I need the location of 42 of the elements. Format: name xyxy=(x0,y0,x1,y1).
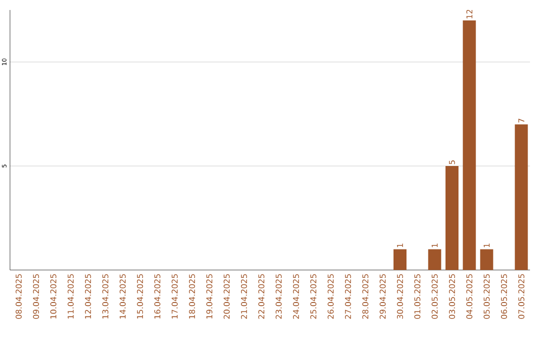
bar xyxy=(446,166,459,270)
x-tick-label: 16.04.2025 xyxy=(154,274,160,318)
x-tick-label: 17.04.2025 xyxy=(172,274,178,318)
data-label: 1 xyxy=(484,244,490,248)
data-label: 12 xyxy=(466,10,472,18)
x-tick-label: 10.04.2025 xyxy=(50,274,56,318)
bar xyxy=(480,249,494,270)
x-tick-label: 04.05.2025 xyxy=(466,274,472,319)
x-tick-label: 19.04.2025 xyxy=(206,274,212,318)
bar xyxy=(428,249,442,270)
x-tick-label: 22.04.2025 xyxy=(258,274,264,319)
x-tick-label: 07.05.2025 xyxy=(518,274,524,319)
x-tick-label: 24.04.2025 xyxy=(292,274,300,319)
x-tick-label: 30.04.2025 xyxy=(396,274,404,319)
x-tick-label: 03.05.2025 xyxy=(448,274,456,319)
x-tick-label: 20.04.2025 xyxy=(224,274,230,319)
bar xyxy=(462,20,476,270)
data-label: 5 xyxy=(449,160,455,164)
x-tick-label: 06.05.2025 xyxy=(500,274,508,319)
x-tick-label: 08.04.2025 xyxy=(16,274,22,319)
x-tick-label: 12.04.2025 xyxy=(84,274,92,318)
x-tick-label: 02.05.2025 xyxy=(432,274,438,319)
x-tick-label: 14.04.2025 xyxy=(120,274,126,318)
x-tick-label: 27.04.2025 xyxy=(344,274,352,319)
data-label: 1 xyxy=(397,244,403,248)
data-label: 1 xyxy=(432,244,438,248)
x-tick-label: 13.04.2025 xyxy=(102,274,108,318)
x-tick-label: 09.04.2025 xyxy=(32,274,40,319)
x-tick-label: 18.04.2025 xyxy=(188,274,196,318)
x-tick-label: 25.04.2025 xyxy=(310,274,316,319)
bar xyxy=(394,249,407,270)
x-tick-label: 26.04.2025 xyxy=(328,274,334,319)
x-tick-label: 28.04.2025 xyxy=(362,274,368,319)
bar xyxy=(514,124,528,270)
x-tick-label: 29.04.2025 xyxy=(380,274,386,319)
x-tick-label: 23.04.2025 xyxy=(276,274,282,319)
x-tick-label: 15.04.2025 xyxy=(136,274,144,318)
x-tick-label: 21.04.2025 xyxy=(240,274,248,319)
x-tick-label: 05.05.2025 xyxy=(484,274,490,319)
x-tick-label: 11.04.2025 xyxy=(68,274,74,318)
x-tick-label: 01.05.2025 xyxy=(414,274,420,319)
data-label: 7 xyxy=(518,118,524,123)
